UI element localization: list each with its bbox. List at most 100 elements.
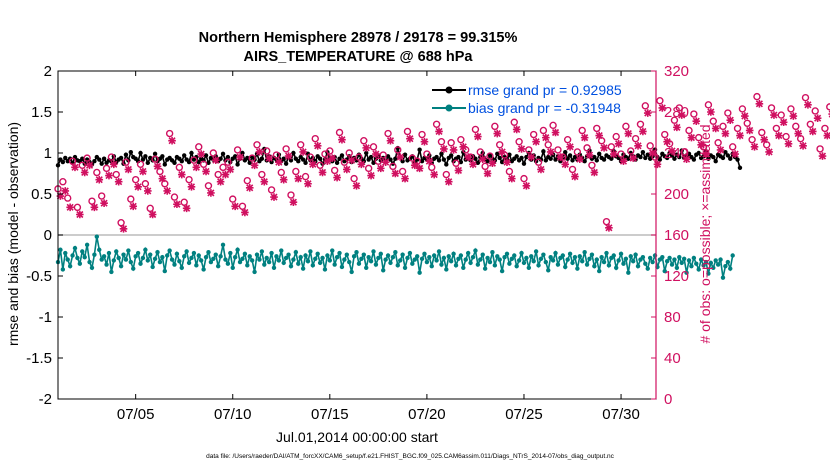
legend: rmse grand pr = 0.92985 bias grand pr = … — [432, 82, 622, 116]
bias-point — [485, 255, 490, 261]
rmse-point — [439, 151, 444, 157]
bias-point — [368, 259, 374, 264]
bias-point — [286, 252, 291, 257]
obs-assimilated-point — [328, 154, 337, 162]
bias-point — [230, 265, 235, 270]
bias-point — [674, 265, 680, 270]
rmse-point — [417, 147, 422, 152]
bias-point — [240, 256, 245, 261]
bias-point — [660, 254, 665, 260]
bias-point — [434, 258, 439, 263]
obs-assimilated-point — [420, 137, 429, 146]
bias-point — [572, 254, 578, 260]
obs-possible-point — [413, 157, 421, 165]
obs-possible-point — [379, 151, 387, 159]
bias-point — [225, 261, 231, 266]
bias-point — [538, 256, 544, 261]
obs-assimilated-point — [721, 129, 730, 138]
obs-assimilated-point — [668, 147, 676, 155]
obs-assimilated-point — [430, 170, 438, 179]
bias-point — [184, 249, 189, 254]
obs-assimilated-point — [168, 136, 176, 145]
bias-point — [691, 255, 697, 261]
obs-assimilated-point — [755, 100, 764, 108]
bias-point — [669, 262, 675, 267]
left-tick-label: 0.5 — [31, 186, 52, 203]
obs-assimilated-point — [260, 177, 269, 186]
bias-point — [213, 252, 218, 257]
bias-point — [121, 252, 126, 257]
bias-point — [398, 258, 403, 263]
rmse-point — [296, 159, 301, 164]
rmse-point — [220, 151, 226, 157]
bias-point — [169, 257, 175, 262]
obs-possible-point — [296, 141, 305, 149]
bias-point — [106, 250, 112, 256]
bias-point — [138, 261, 143, 266]
bias-point — [475, 262, 481, 267]
right-tick-label: 200 — [664, 186, 689, 203]
bias-point — [67, 263, 73, 269]
obs-assimilated-point — [444, 177, 453, 186]
bias-point — [553, 250, 558, 256]
bias-point — [524, 255, 529, 261]
bias-point — [259, 249, 265, 254]
right-tick-label: 120 — [664, 268, 689, 285]
obs-possible-point — [695, 133, 703, 142]
obs-assimilated-point — [614, 139, 623, 148]
rmse-point — [448, 153, 454, 158]
bias-point — [63, 250, 68, 256]
obs-assimilated-point — [294, 174, 303, 183]
bias-point — [720, 275, 726, 280]
obs-assimilated-point — [396, 153, 404, 161]
bias-point — [303, 253, 308, 258]
bias-point — [696, 267, 701, 272]
bias-point — [322, 267, 328, 272]
obs-assimilated-point — [202, 167, 210, 176]
obs-assimilated-point — [663, 137, 671, 146]
obs-possible-point — [102, 164, 111, 173]
left-tick-label: -1 — [39, 309, 52, 326]
bias-point — [512, 253, 517, 258]
obs-possible-point — [607, 143, 616, 151]
bias-point — [89, 265, 95, 270]
obs-assimilated-point — [590, 168, 599, 177]
bias-point — [274, 254, 279, 259]
obs-assimilated-point — [794, 129, 803, 138]
obs-possible-point — [73, 203, 82, 212]
bias-point — [167, 248, 172, 253]
obs-possible-point — [743, 119, 751, 127]
bias-point — [390, 254, 396, 260]
bias-point — [351, 254, 357, 259]
bias-point — [507, 261, 512, 266]
bias-point — [589, 252, 595, 257]
bias-point — [555, 262, 561, 267]
bias-point — [521, 260, 527, 266]
x-axis: 07/05 07/10 07/15 07/20 07/25 07/30 — [117, 71, 640, 423]
x-tick-label: 07/15 — [311, 406, 349, 423]
obs-assimilated-point — [143, 187, 152, 195]
rmse-point — [444, 162, 449, 167]
obs-assimilated-point — [716, 146, 725, 154]
x-tick-label: 07/05 — [117, 406, 155, 423]
bias-point — [480, 252, 485, 257]
obs-possible-point — [209, 149, 218, 157]
obs-assimilated-point — [474, 132, 482, 141]
bias-point — [487, 259, 493, 265]
bias-point — [509, 256, 515, 261]
obs-possible-point — [107, 153, 116, 161]
rmse-point — [162, 162, 167, 167]
bias-point — [451, 251, 456, 257]
right-tick-label: 40 — [664, 350, 681, 367]
bias-point — [400, 252, 405, 257]
bias-point — [499, 268, 505, 274]
bias-point — [104, 262, 109, 267]
rmse-point — [735, 157, 740, 162]
obs-assimilated-point — [231, 202, 239, 211]
obs-possible-point — [374, 157, 383, 165]
rmse-point — [317, 156, 323, 161]
obs-assimilated-point — [333, 173, 341, 182]
right-tick-label: 160 — [664, 227, 689, 244]
bias-point — [145, 258, 150, 263]
left-axis: -2 -1.5 -1 -0.5 0 0.5 1 1.5 2 — [26, 63, 63, 408]
